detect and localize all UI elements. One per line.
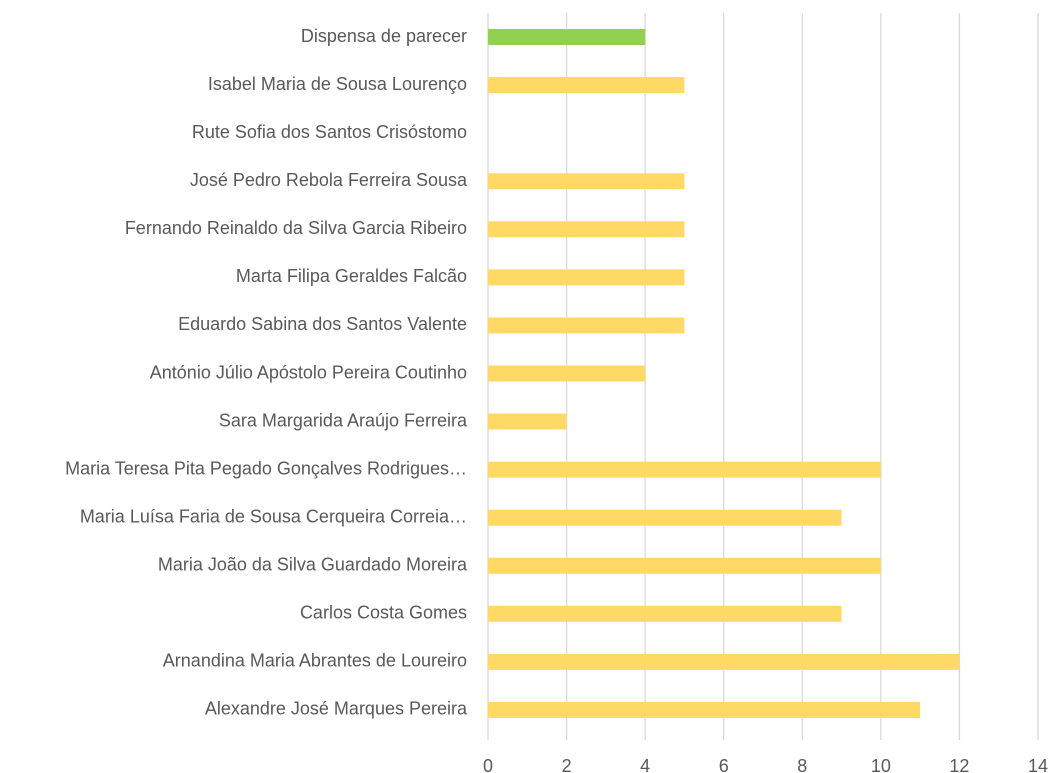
x-tick-label: 0: [483, 756, 493, 773]
x-tick-label: 4: [640, 756, 650, 773]
y-tick-label: Maria Luísa Faria de Sousa Cerqueira Cor…: [80, 506, 467, 526]
bar: [488, 317, 685, 334]
bar: [488, 461, 881, 478]
bar: [488, 173, 685, 190]
x-tick-label: 2: [562, 756, 572, 773]
bar: [488, 653, 960, 670]
bar: [488, 365, 646, 382]
x-tick-label: 12: [949, 756, 969, 773]
y-tick-label: Fernando Reinaldo da Silva Garcia Ribeir…: [125, 218, 467, 238]
y-tick-label: Carlos Costa Gomes: [300, 603, 467, 623]
x-tick-label: 6: [719, 756, 729, 773]
y-tick-label: José Pedro Rebola Ferreira Sousa: [190, 170, 468, 190]
bar: [488, 269, 685, 286]
x-tick-label: 14: [1028, 756, 1048, 773]
bar: [488, 557, 881, 574]
bar: [488, 221, 685, 238]
bar: [488, 701, 921, 718]
bar: [488, 509, 842, 526]
bar: [488, 77, 685, 94]
y-tick-label: Maria Teresa Pita Pegado Gonçalves Rodri…: [65, 458, 467, 478]
bar: [488, 605, 842, 622]
y-tick-label: Alexandre José Marques Pereira: [205, 699, 468, 719]
y-tick-label: Eduardo Sabina dos Santos Valente: [178, 314, 467, 334]
y-tick-label: Arnandina Maria Abrantes de Loureiro: [163, 651, 467, 671]
x-tick-label: 8: [797, 756, 807, 773]
y-tick-label: Maria João da Silva Guardado Moreira: [158, 555, 468, 575]
x-tick-label: 10: [871, 756, 891, 773]
y-tick-label: Rute Sofia dos Santos Crisóstomo: [192, 122, 467, 142]
bar: [488, 413, 567, 430]
y-tick-label: Marta Filipa Geraldes Falcão: [236, 266, 467, 286]
y-tick-label: Dispensa de parecer: [301, 26, 467, 46]
bar: [488, 29, 646, 46]
y-tick-label: António Júlio Apóstolo Pereira Coutinho: [150, 362, 467, 382]
y-tick-label: Isabel Maria de Sousa Lourenço: [208, 74, 467, 94]
y-tick-label: Sara Margarida Araújo Ferreira: [219, 410, 468, 430]
